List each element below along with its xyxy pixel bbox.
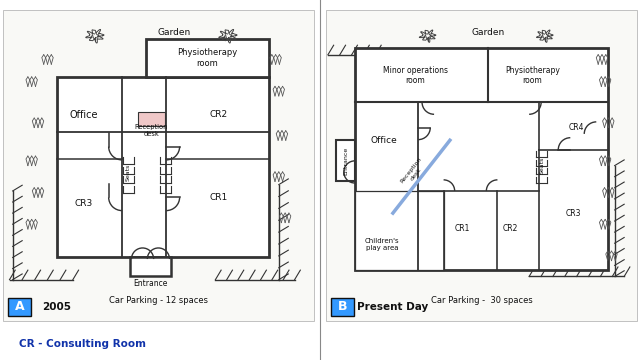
Text: Reception
desk: Reception desk: [399, 156, 428, 188]
Text: Minor operations
room: Minor operations room: [383, 66, 447, 85]
Bar: [130, 257, 171, 276]
Text: CR1: CR1: [209, 193, 228, 202]
Text: CR1: CR1: [455, 225, 470, 233]
FancyBboxPatch shape: [331, 298, 354, 316]
Text: Reception
desk: Reception desk: [135, 124, 168, 137]
Text: Office: Office: [370, 136, 397, 145]
Text: Entrance: Entrance: [343, 147, 348, 175]
Text: Office: Office: [70, 110, 98, 120]
Text: CR2: CR2: [209, 111, 228, 120]
Text: CR - Consulting Room: CR - Consulting Room: [19, 339, 146, 349]
Text: Seats: Seats: [540, 157, 545, 174]
Text: CR4: CR4: [569, 123, 584, 132]
Text: Physiotherapy
room: Physiotherapy room: [505, 66, 560, 85]
Bar: [355, 191, 444, 270]
Text: Entrance: Entrance: [133, 279, 168, 288]
Text: Present Day: Present Day: [357, 302, 429, 312]
Bar: [355, 48, 609, 270]
Text: CR2: CR2: [502, 225, 518, 233]
Text: A: A: [15, 300, 24, 314]
Text: CR3: CR3: [75, 199, 93, 208]
Bar: [138, 112, 164, 126]
Text: Physiotherapy
room: Physiotherapy room: [177, 48, 237, 68]
Text: Car Parking -  30 spaces: Car Parking - 30 spaces: [431, 296, 532, 305]
Bar: [336, 140, 355, 181]
Text: Garden: Garden: [157, 28, 191, 37]
Text: Garden: Garden: [471, 28, 504, 37]
Text: Children's
play area: Children's play area: [365, 238, 399, 251]
Bar: [146, 39, 269, 77]
Text: CR3: CR3: [566, 208, 581, 217]
Text: B: B: [338, 300, 348, 314]
Text: Seats: Seats: [126, 163, 131, 181]
FancyBboxPatch shape: [8, 298, 31, 316]
Bar: [57, 77, 269, 257]
Text: 2005: 2005: [42, 302, 72, 312]
Text: Car Parking - 12 spaces: Car Parking - 12 spaces: [109, 296, 208, 305]
